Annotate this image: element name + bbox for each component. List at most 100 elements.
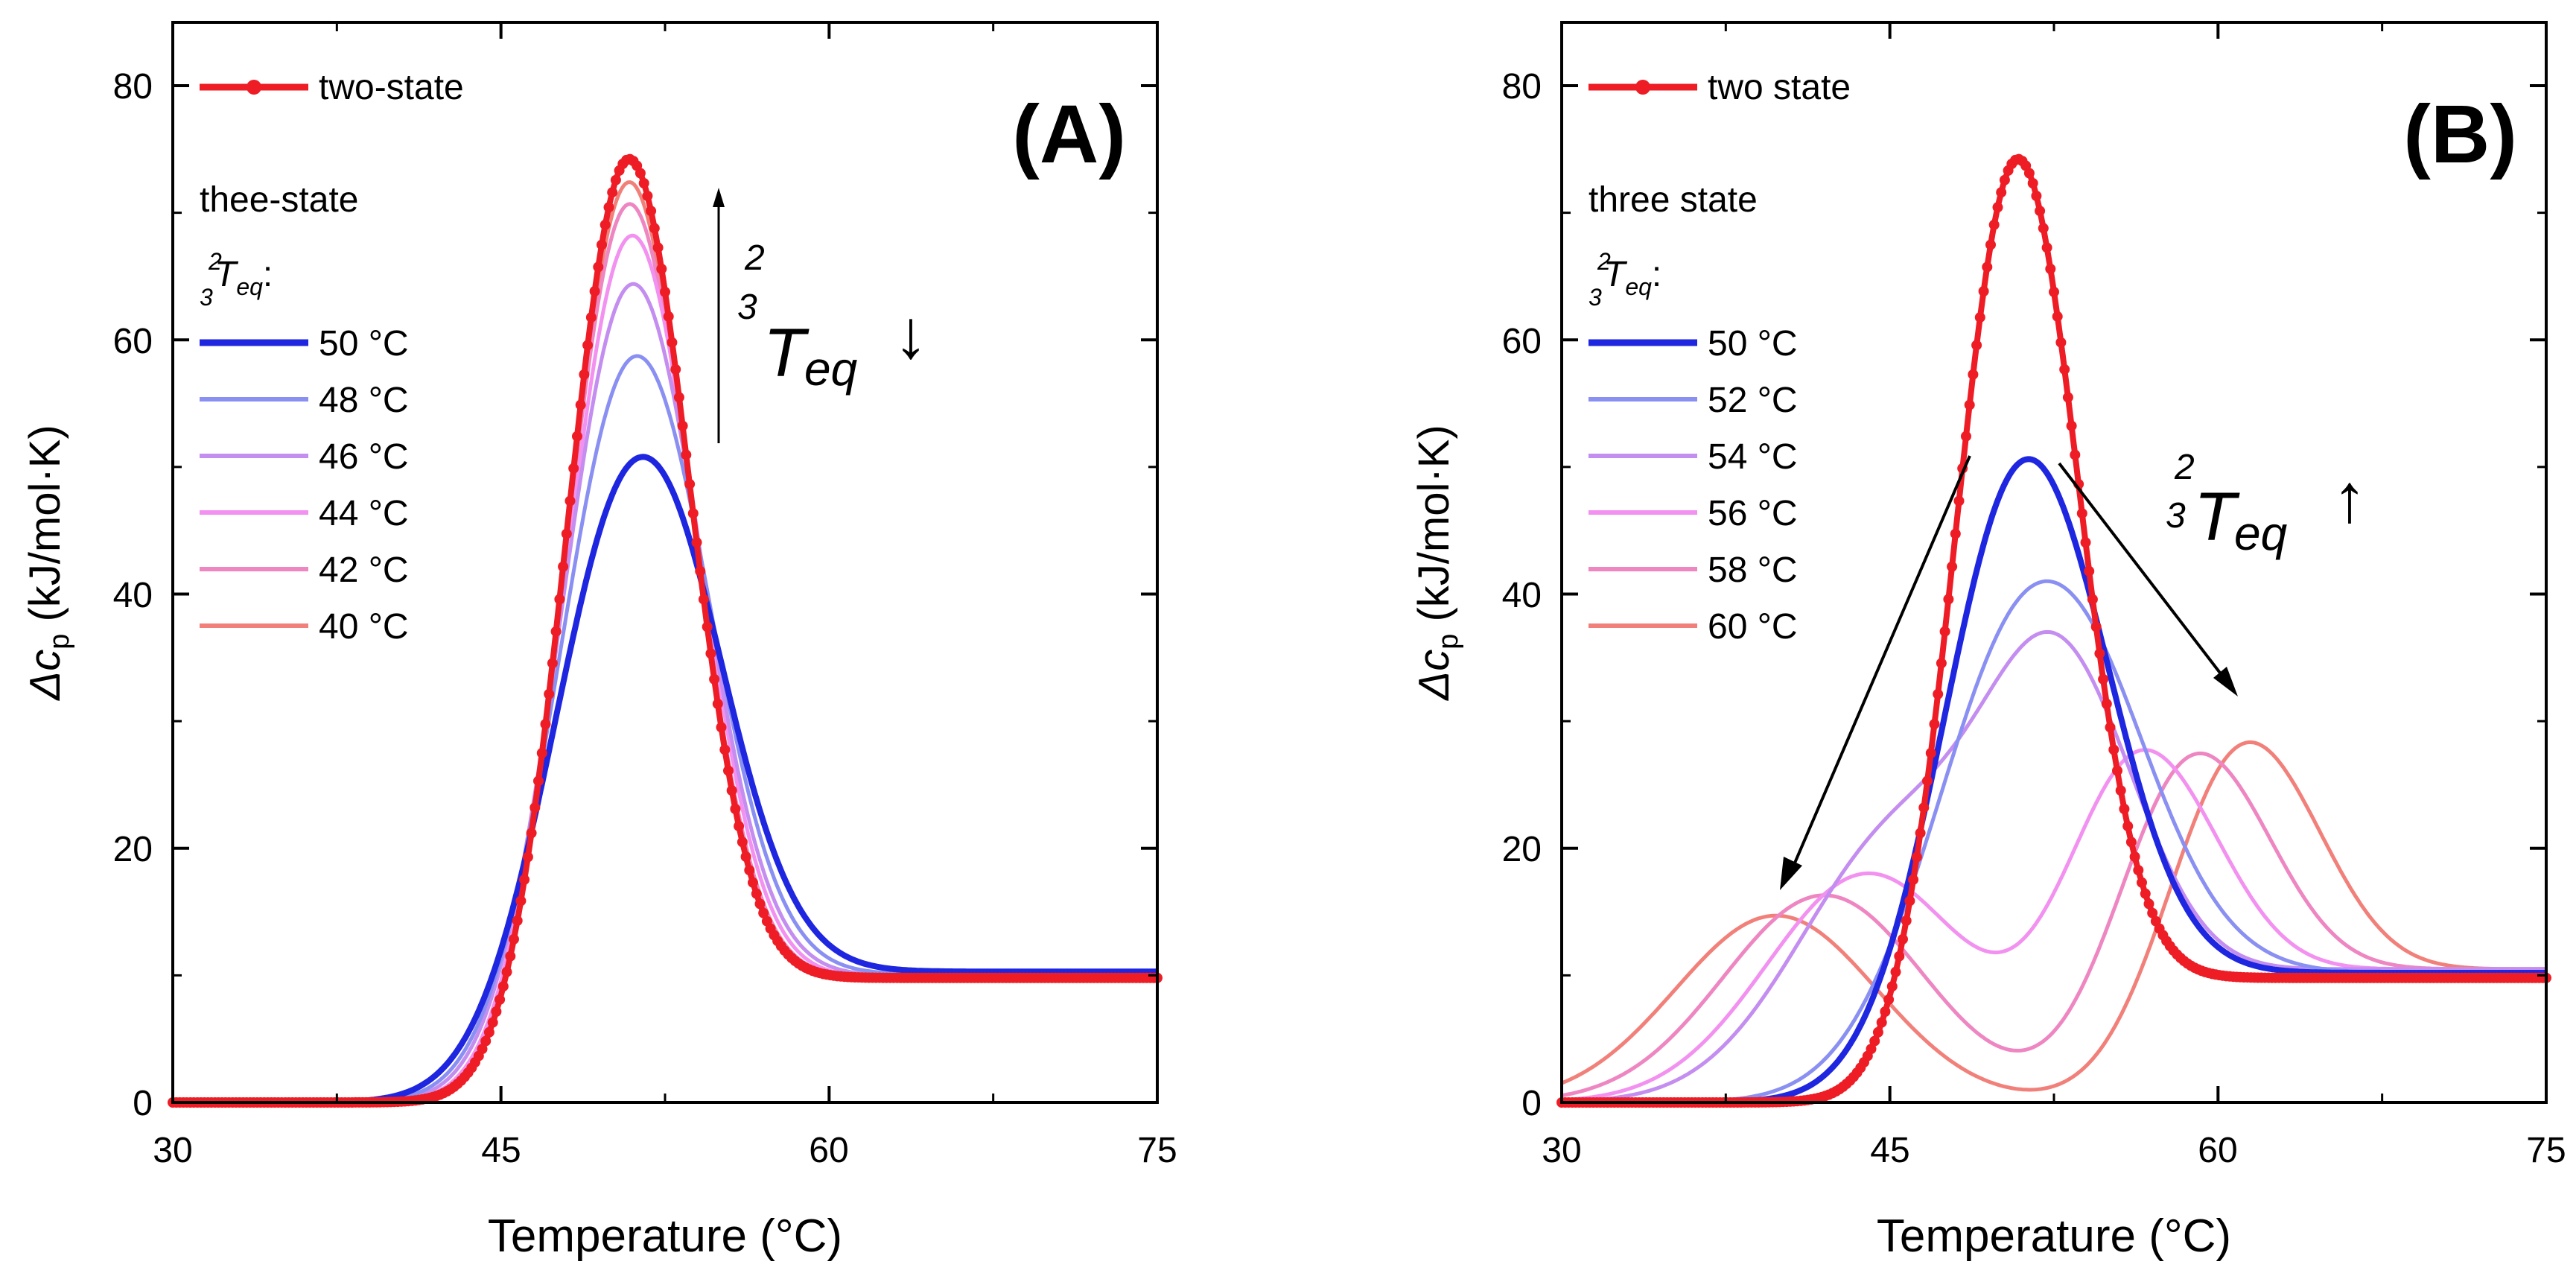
two-state-marker bbox=[681, 449, 692, 460]
panel-a-legend: two-state thee-state 2 3Teq: 50 °C 48 °C 46… bbox=[200, 68, 464, 647]
two-state-marker bbox=[2119, 804, 2130, 814]
legend-series-entries: 50 °C 52 °C 54 °C 56 °C 58 °C 60 °C bbox=[1588, 324, 1798, 647]
two-state-marker bbox=[480, 1035, 492, 1047]
legend-series-label: 48 °C bbox=[319, 381, 409, 420]
series-line bbox=[1561, 751, 2546, 1098]
two-state-marker bbox=[1925, 748, 1936, 758]
two-state-marker bbox=[2129, 851, 2140, 863]
series-line bbox=[1560, 740, 2546, 1092]
two-state-marker bbox=[1982, 261, 1993, 273]
two-state-marker bbox=[1996, 187, 2007, 198]
series-line bbox=[1561, 748, 2546, 1102]
two-state-marker bbox=[663, 311, 674, 322]
two-state-marker bbox=[1968, 369, 1979, 380]
two-state-marker bbox=[572, 431, 582, 442]
two-state-marker bbox=[1964, 399, 1975, 410]
two-state-marker bbox=[568, 463, 579, 474]
two-state-marker bbox=[1999, 174, 2010, 185]
two-state-marker bbox=[491, 1006, 502, 1017]
two-state-marker bbox=[691, 537, 702, 548]
two-state-marker bbox=[2045, 264, 2056, 274]
legend-heading: thee-state bbox=[200, 180, 358, 220]
panel-a-y-tick-label: 60 bbox=[113, 322, 153, 361]
two-state-marker bbox=[684, 478, 696, 489]
two-state-marker bbox=[712, 698, 723, 709]
two-state-marker bbox=[2059, 364, 2070, 375]
two-state-marker bbox=[533, 775, 544, 787]
legend-series-label: 46 °C bbox=[319, 437, 409, 477]
two-state-marker bbox=[670, 364, 681, 375]
two-state-marker bbox=[705, 648, 716, 659]
two-state-marker bbox=[561, 528, 572, 539]
panel-b-y-tick-label: 20 bbox=[1502, 830, 1542, 869]
legend-series-label: 40 °C bbox=[319, 607, 409, 647]
two-state-marker bbox=[1869, 1035, 1880, 1047]
two-state-marker bbox=[2147, 907, 2158, 918]
panel-a-x-tick-label: 30 bbox=[153, 1131, 192, 1170]
two-state-marker bbox=[501, 966, 512, 977]
two-state-marker bbox=[1880, 1006, 1891, 1017]
two-state-marker bbox=[1886, 981, 1898, 992]
two-state-marker bbox=[1947, 561, 1958, 572]
two-state-marker bbox=[515, 895, 527, 907]
two-state-marker bbox=[1904, 895, 1915, 907]
two-state-marker bbox=[487, 1017, 498, 1028]
two-state-marker bbox=[667, 337, 678, 348]
two-state-marker bbox=[2087, 594, 2098, 605]
legend-series-label: 50 °C bbox=[319, 324, 409, 364]
two-state-marker bbox=[2098, 673, 2109, 685]
two-state-marker bbox=[1898, 933, 1908, 945]
two-state-marker bbox=[2112, 765, 2122, 776]
two-state-marker bbox=[1890, 966, 1901, 977]
legend-heading: three state bbox=[1588, 180, 1758, 220]
panel-a-y-tick-label: 80 bbox=[113, 67, 153, 107]
two-state-marker bbox=[2038, 223, 2049, 234]
two-state-marker bbox=[483, 1026, 494, 1038]
two-state-marker bbox=[2115, 785, 2126, 796]
annotation-teq-label: 2 3 T eq bbox=[737, 238, 858, 396]
two-state-marker bbox=[695, 565, 706, 577]
two-state-marker bbox=[2125, 837, 2137, 848]
two-state-marker bbox=[579, 369, 590, 380]
two-state-marker bbox=[2023, 168, 2035, 179]
two-state-marker bbox=[1901, 915, 1912, 926]
two-state-marker bbox=[677, 420, 688, 431]
legend-series-label: 50 °C bbox=[1708, 324, 1798, 364]
two-state-marker bbox=[649, 223, 660, 234]
two-state-marker bbox=[2031, 191, 2042, 201]
panel-a-x-axis-label: Temperature (°C) bbox=[488, 1210, 842, 1262]
panel-b-y-tick-label: 60 bbox=[1502, 322, 1542, 361]
two-state-marker bbox=[2143, 898, 2154, 910]
legend-series-label: 60 °C bbox=[1708, 607, 1798, 647]
two-state-marker bbox=[497, 981, 509, 992]
two-state-marker bbox=[554, 594, 565, 605]
two-state-marker bbox=[600, 219, 611, 230]
legend-series-label: 54 °C bbox=[1708, 437, 1798, 477]
two-state-marker bbox=[2080, 537, 2091, 548]
panel-a-y-axis-label: Δcp (kJ/mol·K) bbox=[21, 425, 75, 701]
two-state-marker bbox=[607, 187, 618, 198]
two-state-marker bbox=[687, 508, 699, 519]
two-state-marker bbox=[730, 804, 741, 814]
panel-a-two-state-markers bbox=[168, 153, 1163, 1108]
two-state-marker bbox=[529, 802, 541, 813]
two-state-marker bbox=[526, 828, 537, 839]
two-state-marker bbox=[1915, 828, 1926, 839]
two-state-marker bbox=[550, 626, 562, 637]
two-state-marker bbox=[748, 877, 758, 888]
two-state-marker bbox=[737, 837, 748, 848]
two-state-marker bbox=[2066, 420, 2077, 431]
panel-b-panel-label: (B) bbox=[2403, 89, 2517, 180]
panel-b-x-tick-label: 45 bbox=[1870, 1131, 1909, 1170]
two-state-marker bbox=[2105, 722, 2116, 733]
two-state-marker bbox=[1971, 340, 1982, 351]
two-state-marker bbox=[646, 206, 657, 217]
annotation-arrow-glyph: ↓ bbox=[894, 296, 928, 372]
two-state-marker bbox=[610, 174, 621, 185]
two-state-marker bbox=[1894, 950, 1905, 962]
two-state-marker bbox=[1950, 528, 1961, 539]
legend-two-state-label: two-state bbox=[319, 68, 464, 107]
two-state-marker bbox=[522, 851, 533, 863]
two-state-marker bbox=[2137, 877, 2147, 888]
